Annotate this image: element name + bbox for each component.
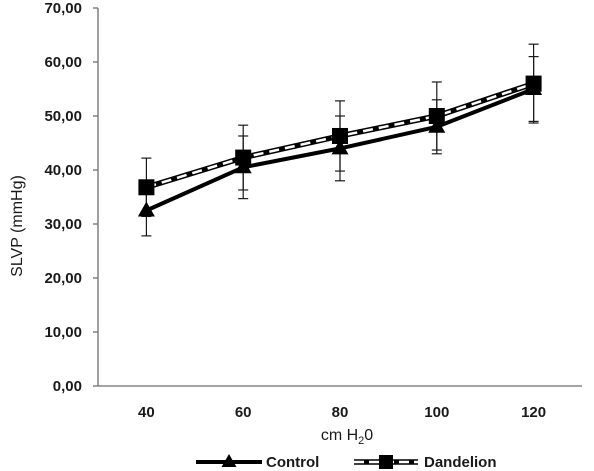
data-point-control [137,201,155,217]
x-axis-title-main: cm H [321,427,358,444]
y-tick-label: 50,00 [44,108,82,125]
x-tick-label: 60 [235,404,252,421]
y-tick-label: 70,00 [44,0,82,17]
x-tick-label: 40 [138,404,155,421]
data-point-control [428,117,446,133]
x-tick-label: 80 [332,404,349,421]
y-tick-label: 30,00 [44,216,82,233]
legend-item-dandelion: Dandelion [354,454,497,471]
x-axis-title-tail: 0 [364,427,373,444]
y-tick-label: 10,00 [44,324,82,341]
x-axis: 40 60 80 100 120 [98,385,582,421]
data-point-control [234,158,252,174]
y-axis: 0,00 10,00 20,00 30,00 40,00 50,00 60,00 70,00 [44,0,99,395]
legend-swatch-dandelion-marker [379,455,393,469]
y-tick-label: 60,00 [44,54,82,71]
y-tick-label: 0,00 [53,378,82,395]
data-point-dandelion [235,149,252,166]
data-point-dandelion [525,75,542,92]
y-axis-title: SLVP (mmHg) [9,175,26,277]
x-axis-title: cm H20 [321,427,373,447]
x-tick-label: 100 [424,404,449,421]
data-point-dandelion [138,179,155,196]
legend-item-control: Control [196,454,319,471]
legend: Control Dandelion [196,454,497,471]
x-tick-label: 120 [521,404,546,421]
series-layer [137,43,543,237]
legend-swatch-control-marker [221,454,237,467]
legend-label-control: Control [266,454,319,471]
legend-label-dandelion: Dandelion [424,454,497,471]
y-tick-label: 40,00 [44,162,82,179]
data-point-control [331,139,349,155]
data-point-dandelion [332,127,348,144]
x-axis-title-subscript: 2 [358,435,364,447]
y-tick-label: 20,00 [44,270,82,287]
data-point-dandelion [428,108,445,124]
